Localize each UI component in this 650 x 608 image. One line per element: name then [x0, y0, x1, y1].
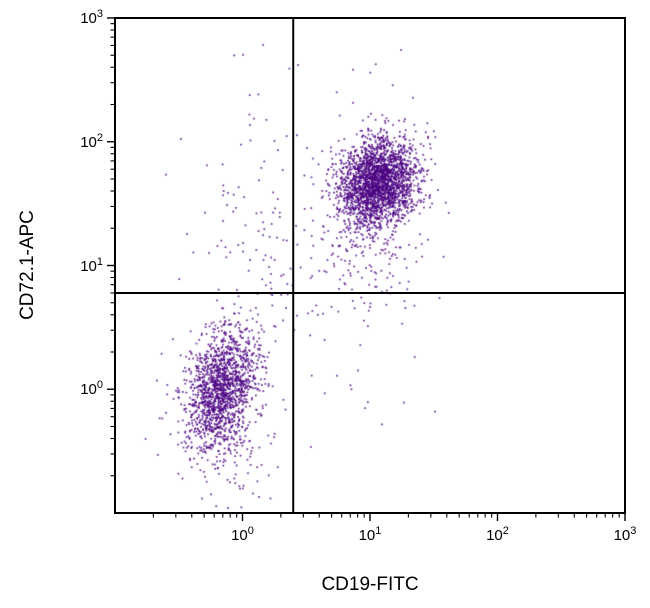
y-tick-label: 102	[80, 131, 103, 151]
x-tick-label: 103	[613, 525, 637, 544]
y-tick-label: 101	[80, 255, 103, 275]
x-axis-title: CD19-FITC	[321, 574, 419, 595]
y-tick-label: 100	[80, 379, 103, 399]
plot-border	[114, 17, 626, 514]
y-axis-title: CD72.1-APC	[17, 210, 38, 320]
x-tick-label: 102	[486, 525, 509, 544]
x-tick-label: 100	[231, 525, 254, 544]
x-tick-label: 101	[358, 525, 382, 544]
y-tick-label: 103	[80, 8, 103, 27]
